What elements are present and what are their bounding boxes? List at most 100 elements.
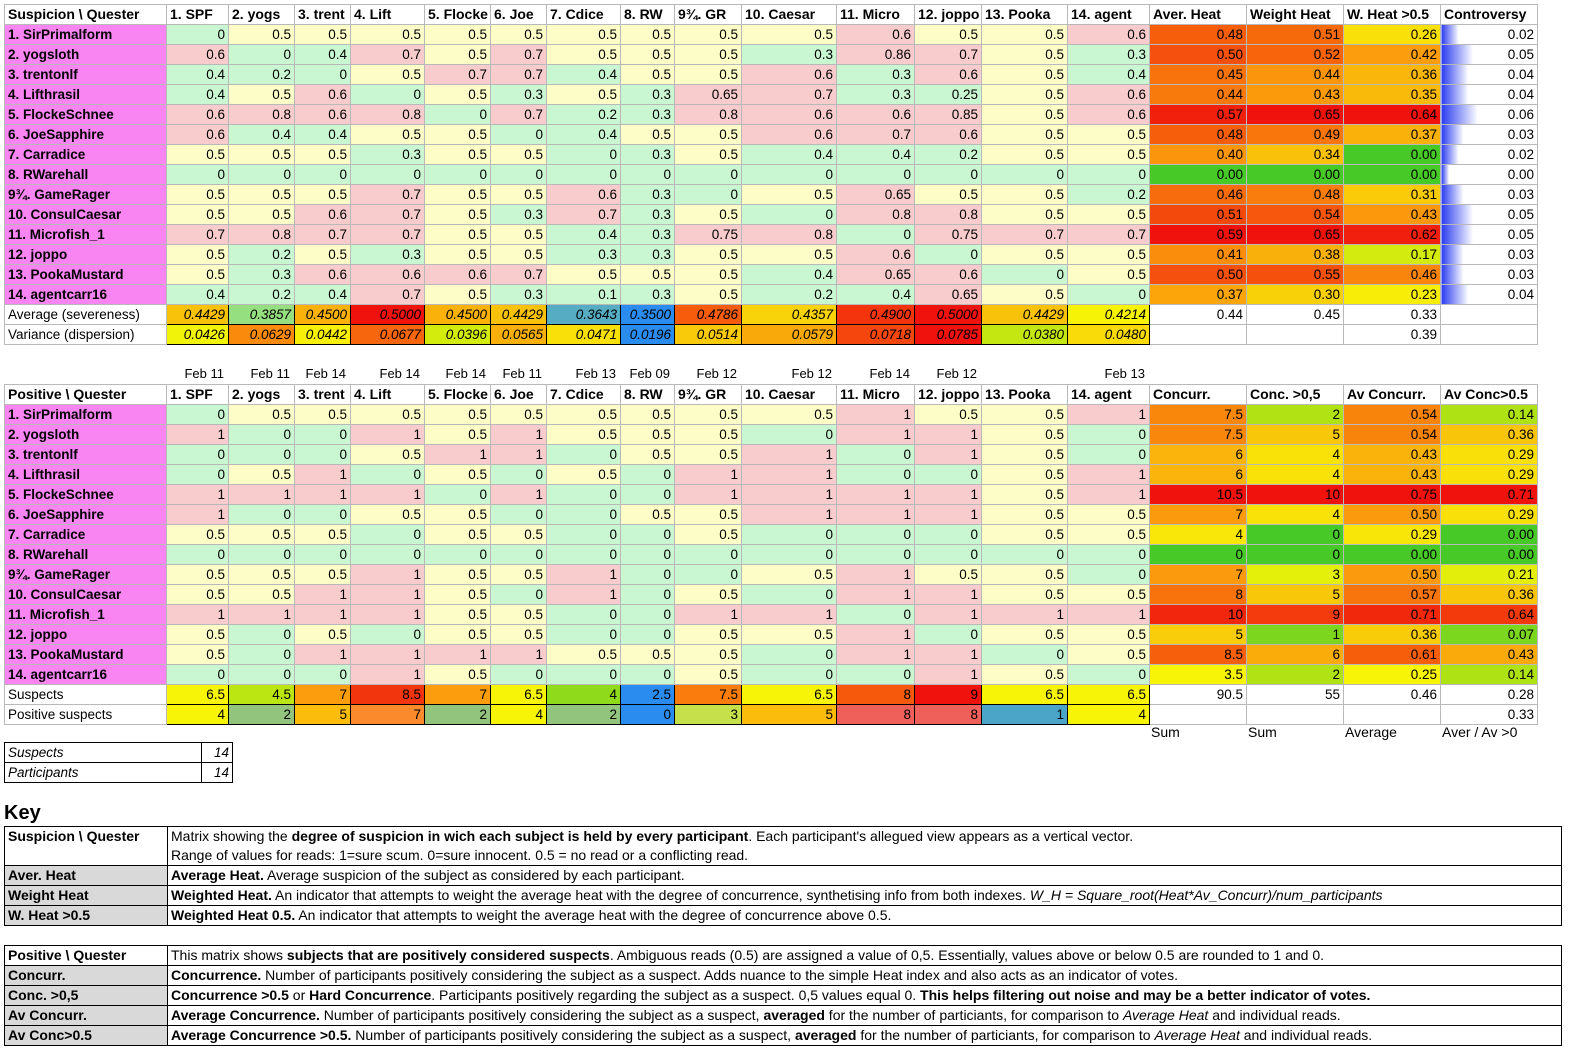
key-text: and individual reads. <box>1239 1027 1373 1043</box>
positive-cell: 0 <box>294 664 351 685</box>
concurrence-cell: 10 <box>1246 484 1344 505</box>
heat-stat-cell: 0.51 <box>1246 24 1344 45</box>
positive-cell: 0.5 <box>424 624 491 645</box>
positive-cell: 0.5 <box>228 464 295 485</box>
positive-cell: 0.5 <box>424 464 491 485</box>
quester-date: Feb 14 <box>379 366 420 381</box>
suspicion-cell: 0.6 <box>914 124 982 145</box>
sum-label: Sum <box>1151 724 1180 740</box>
controversy-cell: 0.03 <box>1440 264 1538 285</box>
suspicion-cell: 0.65 <box>674 84 742 105</box>
concurrence-cell: 0.75 <box>1343 484 1441 505</box>
positive-suspects-stat-cell: 0.33 <box>1440 704 1538 725</box>
suspicion-cell: 0.3 <box>490 204 547 225</box>
suspicion-cell: 0.5 <box>981 204 1068 225</box>
concurrence-cell: 0.29 <box>1440 444 1538 465</box>
positive-cell: 0 <box>166 664 229 685</box>
suspicion-cell: 0.5 <box>166 184 229 205</box>
player-name: 13. PookaMustard <box>4 264 167 285</box>
suspects-stat-cell: 55 <box>1246 684 1344 705</box>
suspicion-cell: 0.8 <box>228 104 295 125</box>
suspicion-cell: 0.3 <box>620 204 675 225</box>
positive-cell: 1 <box>294 484 351 505</box>
concurrence-cell: 4 <box>1246 504 1344 525</box>
stat-column-header: Conc. >0,5 <box>1246 384 1344 405</box>
suspects-stat-cell: 0.28 <box>1440 684 1538 705</box>
suspicion-cell: 0.7 <box>294 224 351 245</box>
suspicion-cell: 0.3 <box>836 84 915 105</box>
positive-cell: 1 <box>836 424 915 445</box>
column-header: 2. yogs <box>228 384 295 405</box>
positive-cell: 1 <box>914 484 982 505</box>
positive-suspects-cell: 4 <box>490 704 547 725</box>
key-text: Number of participants positively consid… <box>351 1027 795 1043</box>
positive-cell: 0.5 <box>1067 504 1150 525</box>
positive-cell: 0.5 <box>490 624 547 645</box>
heat-stat-cell: 0.59 <box>1149 224 1247 245</box>
suspicion-cell: 0.65 <box>836 184 915 205</box>
average-cell: 0.3857 <box>228 304 295 325</box>
key-text: and individual reads. <box>1208 1007 1341 1023</box>
positive-cell: 1 <box>166 504 229 525</box>
suspects-stat-cell: 0.46 <box>1343 684 1441 705</box>
key-text: degree of suspicion in wich each subject… <box>291 828 749 844</box>
table-row: 10. ConsulCaesar 0.5 0.5 0.6 0.7 0.5 0.3 0.7 0.3… <box>4 204 1538 225</box>
suspicion-cell: 0.5 <box>490 244 547 265</box>
positive-cell: 0 <box>490 584 547 605</box>
variance-cell: 0.0677 <box>350 324 425 345</box>
suspicion-cell: 0.5 <box>674 284 742 305</box>
suspicion-cell: 0.7 <box>350 44 425 65</box>
positive-cell: 0.5 <box>674 584 742 605</box>
key-text: Average Heat. <box>171 867 264 883</box>
positive-cell: 0 <box>546 544 621 565</box>
player-name: 6. JoeSapphire <box>4 504 167 525</box>
key-term: Suspicion \ Quester <box>4 826 168 866</box>
average-cell: 0.4500 <box>424 304 491 325</box>
concurrence-cell: 0.14 <box>1440 404 1538 425</box>
suspicion-cell: 0.5 <box>546 24 621 45</box>
positive-cell: 0 <box>836 604 915 625</box>
positive-cell: 1 <box>836 644 915 665</box>
positive-cell: 0 <box>741 424 837 445</box>
table-row: 2. yogsloth 1 0 0 1 0.5 1 0.5 0.5 0.5 0 1 1 0.5 0 7.5 5 0… <box>4 424 1538 445</box>
positive-cell: 0.5 <box>620 644 675 665</box>
suspicion-cell: 0.5 <box>674 64 742 85</box>
heat-stat-cell: 0.54 <box>1246 204 1344 225</box>
suspicion-cell: 0.5 <box>546 44 621 65</box>
table-row: 7. Carradice 0.5 0.5 0.5 0.3 0.5 0.5 0 0.3 0.5 0.4… <box>4 144 1538 165</box>
player-name: 7. Carradice <box>4 144 167 165</box>
positive-cell: 0.5 <box>546 404 621 425</box>
suspicion-cell: 0.7 <box>490 264 547 285</box>
table-row: 8. RWarehall 0 0 0 0 0 0 0 0 0 0 0 0 0 0 0.00 0.00 0.00 0.… <box>4 164 1538 185</box>
key-table-heat: Suspicion \ Quester Matrix showing the de… <box>4 826 1562 926</box>
column-header: 14. agent <box>1067 4 1150 25</box>
positive-cell: 0 <box>620 524 675 545</box>
positive-cell: 0 <box>1067 444 1150 465</box>
key-text: An indicator that attempts to weight the… <box>271 887 1030 903</box>
average-stat-cell: 0.45 <box>1246 304 1344 325</box>
positive-cell: 0 <box>490 664 547 685</box>
key-term: Conc. >0,5 <box>4 985 168 1006</box>
suspicion-cell: 0.5 <box>166 144 229 165</box>
positive-cell: 0 <box>228 644 295 665</box>
heat-stat-cell: 0.36 <box>1343 64 1441 85</box>
variance-stat-cell: 0.39 <box>1343 324 1441 345</box>
positive-cell: 0 <box>620 564 675 585</box>
concurrence-cell: 1 <box>1246 624 1344 645</box>
positive-cell: 0.5 <box>424 404 491 425</box>
suspicion-cell: 0.5 <box>620 124 675 145</box>
positive-cell: 1 <box>836 404 915 425</box>
suspects-cell: 9 <box>914 684 982 705</box>
positive-cell: 0.5 <box>914 404 982 425</box>
average-cell: 0.4786 <box>674 304 742 325</box>
positive-cell: 1 <box>350 424 425 445</box>
suspicion-cell: 0.6 <box>836 244 915 265</box>
positive-cell: 0.5 <box>981 404 1068 425</box>
average-cell: 0.4357 <box>741 304 837 325</box>
heat-stat-cell: 0.51 <box>1149 204 1247 225</box>
positive-cell: 0.5 <box>981 584 1068 605</box>
concurrence-cell: 2 <box>1246 664 1344 685</box>
suspicion-cell: 0.5 <box>228 24 295 45</box>
player-name: 8. RWarehall <box>4 164 167 185</box>
positive-cell: 0.5 <box>1067 524 1150 545</box>
